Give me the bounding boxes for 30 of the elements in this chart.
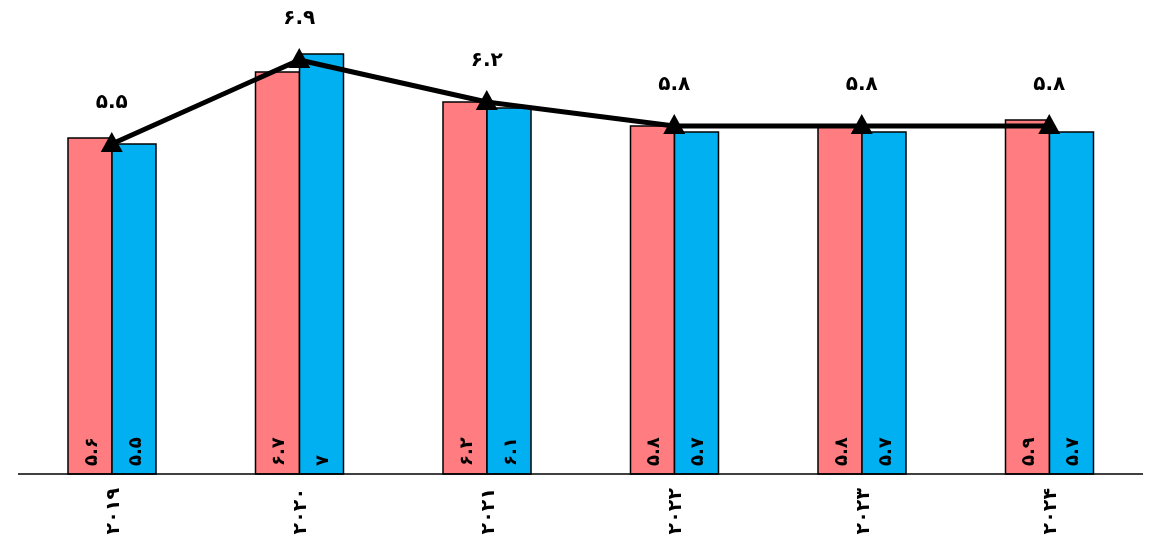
data-label: ۶.۹ — [283, 5, 316, 29]
data-label: ۵.۵ — [123, 437, 145, 466]
data-label: ۵.۵ — [95, 89, 128, 113]
point — [100, 132, 123, 152]
point — [850, 114, 873, 134]
data-label: ۶.۱ — [498, 437, 520, 466]
data-label: ۵.۸ — [658, 71, 691, 95]
point — [1038, 114, 1061, 134]
data-label: ۵.۸ — [829, 437, 851, 466]
x-tick-label: ۲۰۲۰ — [288, 488, 311, 535]
x-tick-label: ۲۰۲۴ — [1038, 488, 1061, 535]
data-label: ۷ — [311, 455, 332, 466]
data-label: ۵.۸ — [1033, 71, 1066, 95]
x-tick-label: ۲۰۲۱ — [475, 488, 498, 535]
data-label: ۶.۷ — [267, 437, 288, 466]
data-label: ۵.۷ — [873, 437, 895, 466]
data-label: ۶.۲ — [454, 437, 476, 466]
point — [288, 48, 311, 68]
x-tick-label: ۲۰۱۹ — [100, 487, 123, 535]
data-label: ۵.۷ — [686, 437, 707, 466]
data-label: ۵.۸ — [642, 437, 663, 466]
x-tick-label: ۲۰۲۲ — [663, 487, 686, 535]
point — [663, 114, 686, 134]
data-label: ۵.۷ — [1061, 437, 1082, 466]
data-label: ۵.۹ — [1017, 437, 1038, 466]
x-tick-label: ۲۰۲۳ — [850, 487, 873, 535]
point — [475, 90, 498, 110]
data-label: ۵.۸ — [845, 71, 878, 95]
data-label: ۵.۶ — [79, 437, 101, 466]
data-label: ۶.۲ — [470, 47, 503, 71]
